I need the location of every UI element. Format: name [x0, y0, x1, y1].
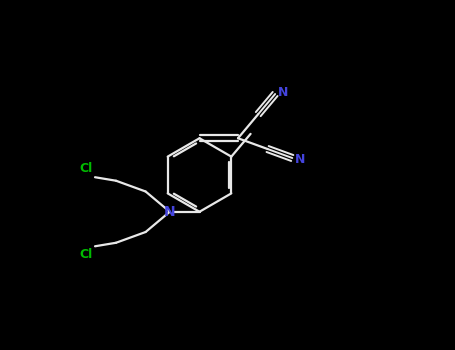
Text: N: N [278, 86, 288, 99]
Text: N: N [164, 205, 176, 219]
Text: Cl: Cl [79, 248, 92, 261]
Text: Cl: Cl [79, 162, 92, 175]
Text: N: N [295, 153, 305, 166]
